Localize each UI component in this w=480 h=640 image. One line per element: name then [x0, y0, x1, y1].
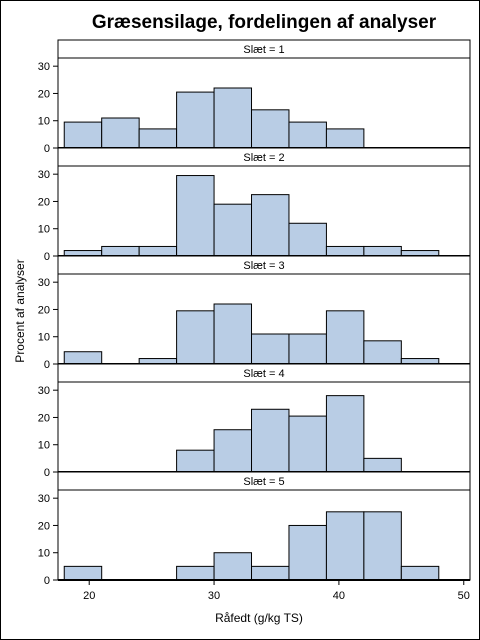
- histogram-bar: [63, 565, 103, 581]
- panel-strip-label: Slæt = 2: [243, 152, 284, 164]
- y-tick-label: 20: [38, 88, 50, 100]
- panel-strip-label: Slæt = 3: [243, 260, 284, 272]
- y-tick-label: 30: [38, 277, 50, 289]
- panel-strip-label: Slæt = 4: [243, 368, 284, 380]
- histogram-bar: [325, 245, 365, 257]
- x-axis-label: Råfedt (g/kg TS): [215, 611, 303, 625]
- histogram-bar: [288, 222, 327, 257]
- histogram-bar: [251, 109, 290, 149]
- y-tick-label: 10: [38, 224, 50, 236]
- histogram-bar: [288, 121, 327, 149]
- panel-5: Slæt = 5 0 10 20 30: [38, 471, 471, 587]
- histogram-bar: [251, 565, 290, 581]
- histogram-bar: [63, 351, 103, 365]
- y-tick-label: 30: [38, 61, 50, 73]
- histogram-bar: [213, 303, 253, 365]
- histogram-bar: [176, 310, 215, 365]
- histogram-bar: [325, 128, 365, 149]
- histogram-bar: [213, 552, 253, 581]
- y-tick-label: 10: [38, 440, 50, 452]
- y-tick-label: 20: [38, 304, 50, 316]
- y-tick-label: 0: [44, 467, 50, 479]
- x-tick-label: 40: [333, 590, 345, 602]
- panel-strip-label: Slæt = 5: [243, 476, 284, 488]
- y-tick-label: 0: [44, 575, 50, 587]
- y-tick-label: 10: [38, 332, 50, 344]
- histogram-bar: [101, 117, 140, 149]
- histogram-bar: [176, 91, 215, 149]
- histogram-bar: [101, 245, 140, 257]
- panel-3: Slæt = 3 0 10 20 30: [38, 255, 471, 371]
- histogram-bar: [138, 128, 178, 149]
- y-axis-label: Procent af analyser: [13, 259, 27, 362]
- y-tick-label: 30: [38, 169, 50, 181]
- histogram-bar: [251, 333, 290, 365]
- y-tick-label: 20: [38, 520, 50, 532]
- histogram-bar: [63, 121, 103, 149]
- histogram-bar: [251, 194, 290, 257]
- y-tick-label: 20: [38, 412, 50, 424]
- x-tick-label: 20: [83, 590, 95, 602]
- y-tick-label: 0: [44, 251, 50, 263]
- panel-4: Slæt = 4 0 10 20 30: [38, 363, 471, 479]
- panel-2: Slæt = 2 0 10 20 30: [38, 147, 471, 263]
- histogram-bar: [213, 87, 253, 149]
- x-tick-label: 50: [458, 590, 470, 602]
- y-tick-label: 20: [38, 196, 50, 208]
- y-tick-label: 0: [44, 359, 50, 371]
- histogram-bar: [288, 415, 327, 473]
- chart-title: Græsensilage, fordelingen af analyser: [92, 12, 437, 33]
- panel-strip-label: Slæt = 1: [243, 44, 284, 56]
- histogram-bar: [363, 340, 402, 365]
- y-tick-label: 30: [38, 385, 50, 397]
- histogram-bar: [363, 245, 402, 257]
- histogram-bar: [213, 203, 253, 257]
- x-tick-label: 30: [208, 590, 220, 602]
- y-tick-label: 30: [38, 493, 50, 505]
- histogram-bar: [400, 565, 440, 581]
- histogram-bar: [176, 175, 215, 257]
- histogram-bar: [325, 511, 365, 581]
- histogram-bar: [251, 408, 290, 473]
- histogram-bar: [176, 449, 215, 473]
- histogram-bar: [288, 524, 327, 581]
- histogram-bar: [325, 395, 365, 473]
- histogram-bar: [363, 511, 402, 581]
- panels: Slæt = 1 0 10 20 30 Slæt = 2 0 10 20 30 Slæt = 3 0 1…: [38, 39, 471, 587]
- y-tick-label: 0: [44, 143, 50, 155]
- histogram-bar: [363, 457, 402, 473]
- x-axis: 20 30 40 50: [83, 580, 470, 602]
- histogram-bar: [138, 245, 178, 257]
- panel-1: Slæt = 1 0 10 20 30: [38, 39, 471, 155]
- y-tick-label: 10: [38, 116, 50, 128]
- y-tick-label: 10: [38, 548, 50, 560]
- histogram-bar: [176, 565, 215, 581]
- histogram-bar: [325, 310, 365, 365]
- histogram-bar: [288, 333, 327, 365]
- histogram-bar: [213, 429, 253, 473]
